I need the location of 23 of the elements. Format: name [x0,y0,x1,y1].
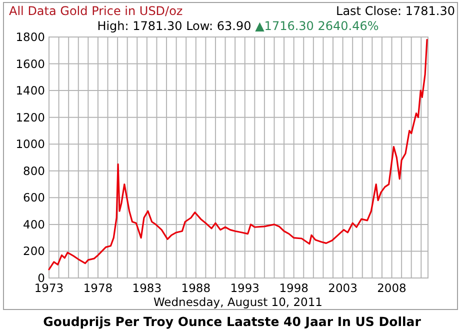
chart-title: All Data Gold Price in USD/oz [9,4,183,18]
x-tick-label: 1983 [132,281,162,295]
x-tick-label: 1993 [230,281,260,295]
line-series [48,38,428,270]
text: Last Close: 1781.30 [336,4,455,18]
text: ▲1716.30 2640.46% [255,19,379,33]
y-tick-label: 800 [23,164,45,178]
x-tick-label: 1998 [279,281,308,295]
x-axis-title: Wednesday, August 10, 2011 [153,295,323,309]
x-tick-label: 2003 [328,281,358,295]
y-tick-label: 600 [23,190,45,205]
y-tick-label: 1200 [16,110,45,124]
y-tick-label: 200 [23,244,45,258]
x-tick-label: 1988 [181,281,211,295]
x-tick-label: 1978 [83,281,113,295]
y-tick-label: 1800 [16,30,45,44]
y-tick-label: 1600 [16,56,45,71]
y-tick-label: 1400 [16,84,45,98]
text: Goudprijs Per Troy Ounce Laatste 40 Jaar In US Dollar [43,314,422,329]
text: High: 1781.30 Low: 63.90 [97,19,256,33]
y-tick-label: 400 [23,217,45,232]
y-tick-label: 1000 [16,137,45,152]
x-tick-label: 2008 [377,281,406,295]
